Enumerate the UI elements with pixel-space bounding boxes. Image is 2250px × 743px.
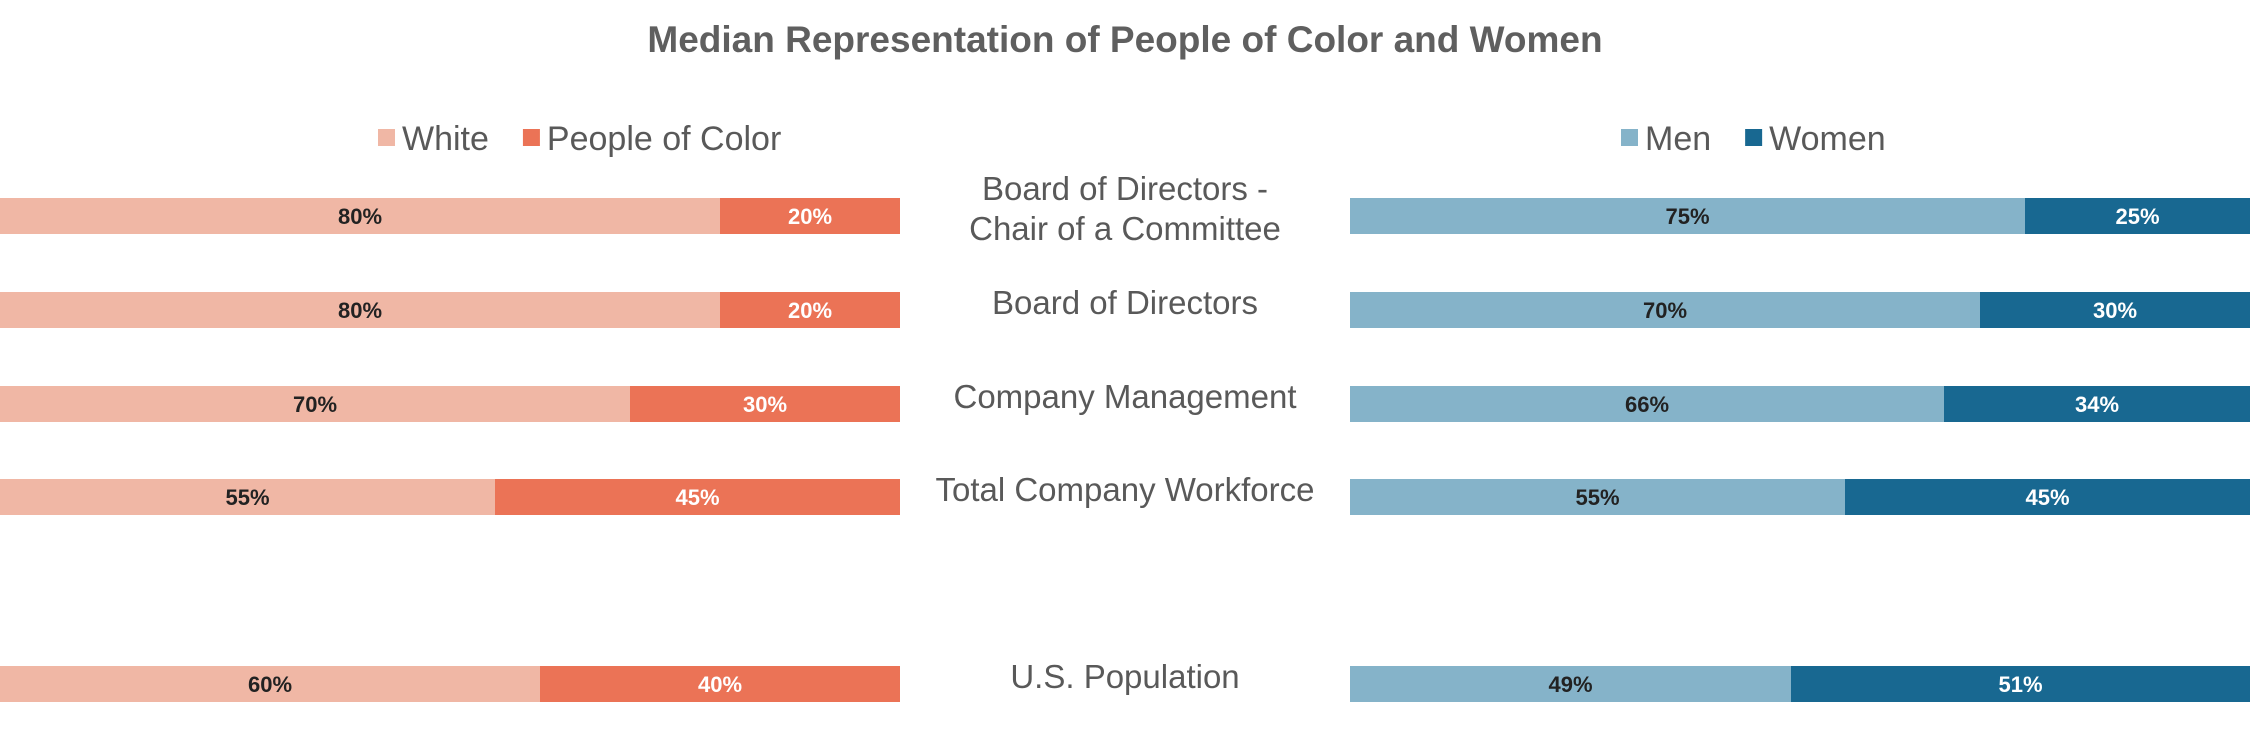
bar-men [1350, 198, 2025, 234]
bar-value-label: 34% [2075, 392, 2119, 417]
bar-white [0, 666, 540, 702]
legends: White People of Color Men Women [378, 120, 1886, 158]
legend-swatch-men [1621, 129, 1638, 146]
gender-bars: 75% 25% 70% 30% 66% 34% 55% 45% 49% 51% [1350, 198, 2250, 702]
category-label: Board of Directors [992, 284, 1258, 321]
bar-value-label: 70% [1643, 298, 1687, 323]
bar-white [0, 479, 495, 515]
bar-people-of-color [495, 479, 900, 515]
bar-value-label: 51% [1998, 672, 2042, 697]
category-label: Board of Directors - [982, 170, 1268, 207]
legend-swatch-women [1745, 129, 1763, 146]
bar-value-label: 25% [2115, 204, 2159, 229]
race-bars: 80% 20% 80% 20% 70% 30% 55% 45% 60% 40% [0, 198, 900, 702]
bar-white [0, 292, 720, 328]
bar-white [0, 386, 630, 422]
bar-value-label: 49% [1548, 672, 1592, 697]
bar-value-label: 45% [2025, 485, 2069, 510]
bar-value-label: 60% [248, 672, 292, 697]
bar-value-label: 70% [293, 392, 337, 417]
bar-people-of-color [540, 666, 900, 702]
bar-value-label: 80% [338, 298, 382, 323]
bar-people-of-color [720, 292, 900, 328]
bar-value-label: 20% [788, 204, 832, 229]
category-label: Chair of a Committee [969, 210, 1281, 247]
bar-men [1350, 386, 1944, 422]
bar-men [1350, 479, 1845, 515]
bar-value-label: 20% [788, 298, 832, 323]
chart-title: Median Representation of People of Color… [647, 19, 1602, 60]
bar-women [1791, 666, 2250, 702]
bar-women [1845, 479, 2250, 515]
category-label: Total Company Workforce [935, 471, 1314, 508]
bar-men [1350, 666, 1791, 702]
category-label: U.S. Population [1010, 658, 1239, 695]
bar-value-label: 30% [743, 392, 787, 417]
legend-label-white: White [402, 120, 489, 158]
bar-value-label: 55% [225, 485, 269, 510]
bar-white [0, 198, 720, 234]
category-label: Company Management [953, 378, 1296, 415]
bar-men [1350, 292, 1980, 328]
bar-people-of-color [630, 386, 900, 422]
bar-value-label: 45% [675, 485, 719, 510]
bar-value-label: 55% [1575, 485, 1619, 510]
legend-swatch-white [378, 129, 395, 146]
category-labels: Board of Directors -Chair of a Committee… [935, 170, 1314, 695]
legend-label-people-of-color: People of Color [547, 120, 781, 158]
bar-value-label: 80% [338, 204, 382, 229]
bar-women [1944, 386, 2250, 422]
legend-label-men: Men [1645, 120, 1711, 158]
bar-women [2025, 198, 2250, 234]
bar-people-of-color [720, 198, 900, 234]
legend-swatch-people-of-color [522, 129, 540, 146]
bar-value-label: 66% [1625, 392, 1669, 417]
bar-women [1980, 292, 2250, 328]
legend-label-women: Women [1769, 120, 1886, 158]
bar-value-label: 40% [698, 672, 742, 697]
bar-value-label: 30% [2093, 298, 2137, 323]
bar-value-label: 75% [1665, 204, 1709, 229]
